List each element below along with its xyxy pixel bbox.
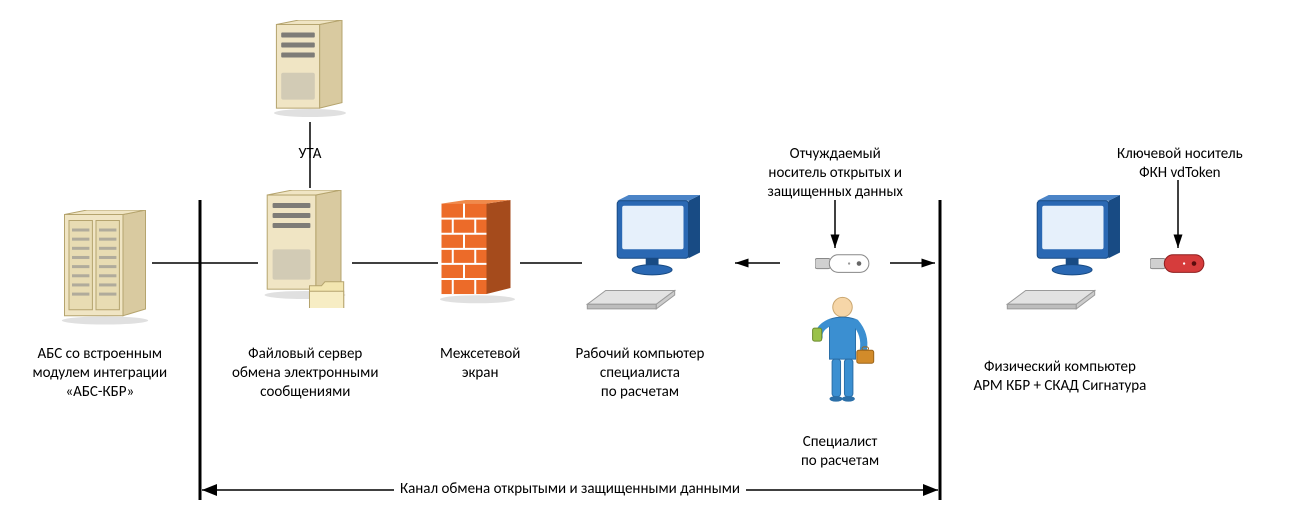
- usb-plain-label: Отчуждаемый носитель открытых и защищенн…: [768, 145, 903, 201]
- usb-plain-icon: [815, 252, 870, 282]
- arm-workstation-icon: [1005, 195, 1134, 327]
- arm-label: Физический компьютер АРМ КБР + СКАД Сигн…: [974, 358, 1147, 396]
- specialist-label: Специалист по расчетам: [801, 433, 879, 471]
- usb-red-icon: [1150, 252, 1205, 282]
- file-server-icon: [260, 190, 375, 313]
- firewall-label: Межсетевой экран: [440, 345, 520, 383]
- firewall-icon: [440, 200, 539, 312]
- uta-server-icon: [270, 20, 372, 127]
- usb-red-label: Ключевой носитель ФКН vdToken: [1117, 145, 1243, 183]
- abs-server-icon: [60, 210, 173, 334]
- specialist-person-icon: [810, 295, 879, 415]
- workstation-icon: [585, 195, 714, 327]
- abs-label: АБС со встроенным модулем интеграции «АБ…: [33, 345, 168, 401]
- diagram-canvas: АБС со встроенным модулем интеграции «АБ…: [0, 0, 1293, 524]
- workstation-label: Рабочий компьютер специалиста по расчета…: [576, 345, 705, 401]
- channel-label: Канал обмена открытыми и защищенными дан…: [394, 480, 746, 499]
- file-server-label: Файловый сервер обмена электронными сооб…: [232, 345, 378, 401]
- uta-label: УТА: [299, 145, 322, 164]
